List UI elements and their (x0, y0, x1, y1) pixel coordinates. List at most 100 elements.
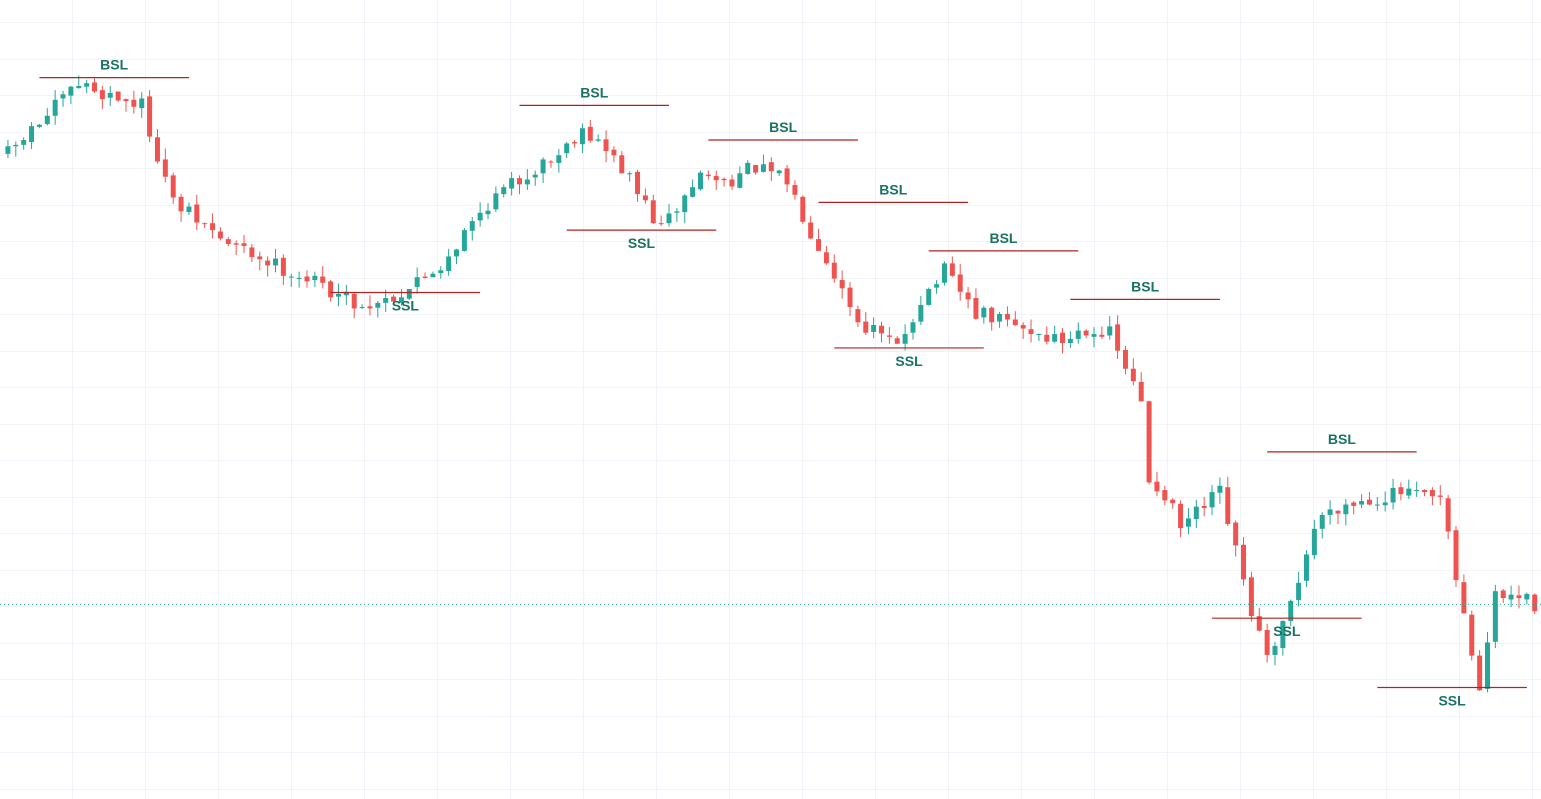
candle-bullish (1280, 620, 1286, 656)
candle-bearish (894, 336, 900, 344)
candle-body (941, 263, 947, 283)
candle-body (831, 262, 837, 279)
candle-bearish (367, 295, 373, 316)
candle-bullish (941, 261, 947, 286)
candle-bullish (84, 79, 90, 93)
candle-body (217, 231, 223, 239)
candle-body (1193, 506, 1199, 520)
candle-body (666, 213, 672, 224)
candle-bearish (1146, 400, 1152, 485)
candle-bearish (839, 270, 845, 299)
candle-body (477, 212, 483, 221)
candle-bearish (1469, 610, 1475, 661)
candle-bullish (1209, 485, 1215, 515)
candle-body (398, 297, 404, 303)
ssl-label: SSL (628, 235, 656, 251)
candle-bullish (44, 108, 50, 126)
candle-bullish (1343, 498, 1349, 526)
candle-body (1335, 510, 1341, 514)
candle-body (351, 293, 357, 309)
candle-body (1162, 489, 1168, 501)
candle-body (1359, 501, 1365, 505)
candle-bearish (1500, 589, 1506, 603)
candle-body (1390, 487, 1396, 503)
candle-body (627, 173, 633, 175)
candle-body (44, 115, 50, 125)
candle-body (1185, 518, 1191, 527)
candle-body (1437, 495, 1443, 497)
candle-body (611, 149, 617, 156)
candle-body (729, 179, 735, 187)
candle-bullish (926, 287, 932, 306)
candle-bearish (1256, 607, 1262, 632)
candle-bearish (131, 90, 137, 114)
bsl-level: BSL (39, 57, 189, 79)
candle-body (682, 195, 688, 213)
bsl-label: BSL (1328, 431, 1356, 447)
candle-bearish (548, 160, 554, 168)
candle-bullish (902, 324, 908, 351)
candle-body (1296, 582, 1302, 601)
candle-body (595, 139, 601, 141)
candle-body (194, 204, 200, 223)
candle-bearish (792, 180, 798, 200)
bsl-level: BSL (1070, 278, 1220, 301)
candle-body (454, 249, 460, 257)
candle-body (162, 159, 168, 177)
candle-bullish (1296, 571, 1302, 607)
candle-body (886, 335, 892, 337)
candle-body (847, 287, 853, 308)
bsl-label: BSL (100, 57, 128, 73)
candle-bearish (1437, 485, 1443, 506)
candle-body (564, 143, 570, 154)
candle-body (115, 91, 121, 101)
candle-bearish (1241, 537, 1247, 586)
candle-bullish (1185, 508, 1191, 535)
candle-bullish (997, 311, 1003, 328)
candle-body (1492, 591, 1498, 642)
candle-body (579, 128, 585, 145)
candle-body (1469, 614, 1475, 656)
liquidity-levels: BSL SSL BSL SSL BSL BSL BSL SSL BSL BSL SSL SSL (39, 57, 1527, 708)
candle-bullish (1036, 333, 1042, 341)
candle-body (800, 196, 806, 222)
candle-body (367, 306, 373, 309)
candle-body (839, 280, 845, 289)
candle-bullish (1508, 585, 1514, 608)
candle-body (84, 83, 90, 87)
candle-body (1445, 498, 1451, 532)
candle-body (997, 313, 1003, 322)
candle-bearish (1366, 492, 1372, 506)
candle-body (823, 252, 829, 264)
candle-body (808, 222, 814, 239)
candle-body (225, 239, 231, 244)
candle-body (1107, 326, 1113, 336)
candle-body (587, 126, 593, 141)
candle-body (1201, 505, 1207, 509)
candle-bearish (949, 256, 955, 278)
candle-body (1036, 334, 1042, 336)
candle-bearish (1044, 326, 1050, 345)
candle-bearish (1477, 650, 1483, 691)
candle-bullish (682, 194, 688, 224)
candle-bearish (1004, 306, 1010, 327)
candle-bearish (635, 169, 641, 202)
candle-body (107, 92, 113, 98)
candle-bearish (1020, 322, 1026, 339)
candle-body (1327, 509, 1333, 515)
candle-body (1303, 554, 1309, 581)
candle-bearish (257, 251, 263, 271)
candle-bearish (611, 146, 617, 163)
candle-body (1178, 503, 1184, 529)
candle-body (1146, 401, 1152, 483)
candle-bearish (823, 246, 829, 265)
candle-bullish (406, 289, 412, 301)
candle-bullish (871, 317, 877, 339)
candle-body (328, 281, 334, 298)
candle-bullish (697, 170, 703, 191)
candle-bullish (1075, 322, 1081, 344)
candle-bearish (1201, 496, 1207, 517)
candle-body (422, 276, 428, 278)
candle-bullish (5, 140, 11, 159)
